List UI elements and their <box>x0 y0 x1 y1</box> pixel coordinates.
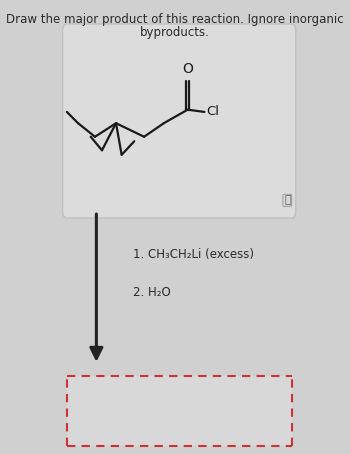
Text: O: O <box>182 62 193 76</box>
Bar <box>67 376 292 446</box>
FancyBboxPatch shape <box>63 24 296 218</box>
Text: Cl: Cl <box>207 105 220 118</box>
Text: Draw the major product of this reaction. Ignore inorganic: Draw the major product of this reaction.… <box>6 13 344 26</box>
Text: 1. CH₃CH₂Li (excess): 1. CH₃CH₂Li (excess) <box>133 247 254 261</box>
Text: ⌕: ⌕ <box>284 195 290 205</box>
Text: 2. H₂O: 2. H₂O <box>133 286 170 299</box>
Text: byproducts.: byproducts. <box>140 26 210 39</box>
